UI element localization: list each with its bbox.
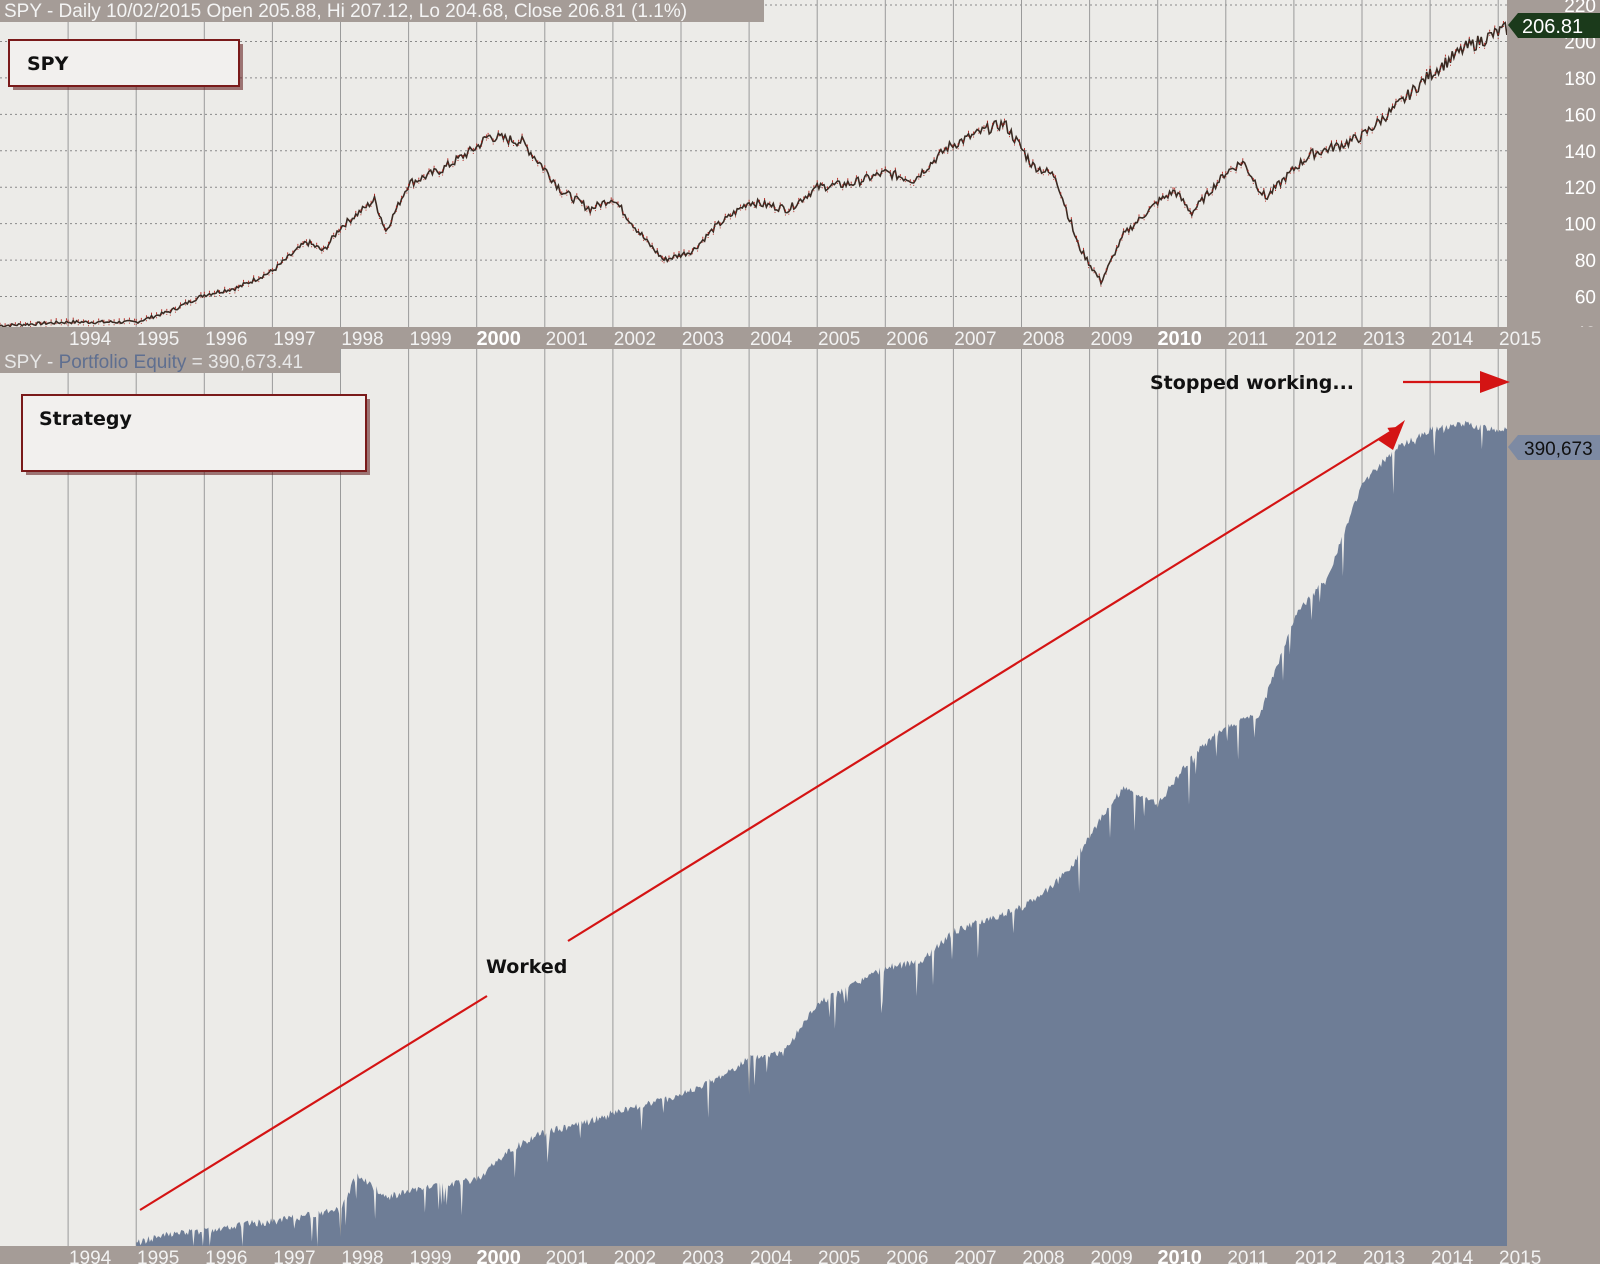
- bottom-y-axis-band: [1507, 349, 1600, 1246]
- bottom-x-tick-label: 2012: [1295, 1248, 1337, 1264]
- stopped-arrowhead: [1480, 371, 1510, 393]
- bottom-x-tick-label: 2005: [818, 1248, 860, 1264]
- bottom-x-tick-label: 2011: [1227, 1248, 1268, 1264]
- bottom-x-tick-label: 1995: [137, 1248, 179, 1264]
- top-y-axis-band: [1507, 0, 1600, 327]
- bottom-x-tick-label: 1998: [341, 1248, 383, 1264]
- bottom-panel: SPY - Portfolio Equity = 390,673.41 Stra…: [0, 349, 1600, 1246]
- top-x-tick-label: 2014: [1431, 329, 1474, 350]
- equity-value-badge-text: 390,673: [1524, 439, 1593, 460]
- top-x-axis-band: [0, 327, 1600, 349]
- top-x-tick-label: 2001: [546, 329, 588, 350]
- bottom-x-tick-label: 2014: [1431, 1248, 1474, 1264]
- equity-area: [136, 420, 1550, 1246]
- top-x-tick-label: 1997: [273, 329, 315, 350]
- equity-value-badge: 390,673: [1508, 435, 1600, 460]
- top-y-tick-label: 140: [1564, 142, 1596, 163]
- top-y-tick-label: 80: [1575, 251, 1596, 272]
- bottom-x-tick-label: 2001: [546, 1248, 588, 1264]
- strategy-label-box: Strategy: [21, 394, 370, 475]
- top-x-tick-label: 2005: [818, 329, 860, 350]
- bottom-x-tick-label: 2007: [954, 1248, 996, 1264]
- bottom-x-tick-label: 1996: [205, 1248, 247, 1264]
- bottom-x-tick-label: 1994: [69, 1248, 112, 1264]
- top-x-tick-label: 2015: [1499, 329, 1541, 350]
- bottom-x-tick-label: 2002: [614, 1248, 656, 1264]
- bottom-x-tick-label: 2004: [750, 1248, 793, 1264]
- bottom-x-tick-label: 1997: [273, 1248, 315, 1264]
- top-x-tick-label: 2004: [750, 329, 793, 350]
- top-x-tick-label: 2008: [1022, 329, 1064, 350]
- bottom-x-tick-label: 2008: [1022, 1248, 1064, 1264]
- top-panel: 406080100120140160180200220 SPY - Daily …: [0, 0, 1600, 345]
- strategy-label-text: Strategy: [39, 408, 133, 430]
- top-x-tick-label: 2009: [1090, 329, 1132, 350]
- top-x-tick-label: 1998: [341, 329, 383, 350]
- top-y-tick-label: 180: [1564, 69, 1596, 90]
- top-x-tick-label: 1996: [205, 329, 247, 350]
- top-y-tick-label: 60: [1575, 288, 1596, 309]
- top-y-tick-label: 220: [1564, 0, 1596, 17]
- top-header-text: SPY - Daily 10/02/2015 Open 205.88, Hi 2…: [4, 1, 687, 22]
- spy-label-text: SPY: [27, 53, 69, 75]
- top-x-axis-labels: 1994 1995 1996 1997 1998 1999 2000 2001 2002 2003…: [69, 328, 1541, 350]
- top-x-tick-label: 1995: [137, 329, 179, 350]
- top-x-tick-label: 2002: [614, 329, 656, 350]
- worked-arrowhead: [1378, 420, 1405, 450]
- bottom-x-tick-label: 2009: [1090, 1248, 1132, 1264]
- top-y-tick-label: 160: [1564, 105, 1596, 126]
- top-plot-area: [0, 0, 1507, 327]
- spy-label-box: SPY: [8, 39, 243, 90]
- bottom-x-axis-labels: 1994 1995 1996 1997 1998 1999 2000 2001 2002 2003…: [69, 1247, 1541, 1264]
- bottom-x-tick-label: 2015: [1499, 1248, 1541, 1264]
- bottom-x-tick-label: 2000: [476, 1247, 521, 1264]
- top-y-tick-label: 100: [1564, 215, 1596, 236]
- bottom-header-strip: [0, 349, 340, 373]
- top-x-tick-label: 1999: [409, 329, 451, 350]
- bottom-x-tick-label: 2006: [886, 1248, 928, 1264]
- annotation-worked: Worked: [486, 956, 567, 978]
- bottom-x-axis-band: [0, 1246, 1600, 1264]
- bottom-x-tick-label: 2003: [682, 1248, 724, 1264]
- annotation-stopped: Stopped working...: [1150, 372, 1354, 394]
- top-y-tick-label: 120: [1564, 178, 1596, 199]
- top-x-tick-label: 2003: [682, 329, 724, 350]
- price-badge: 206.81: [1508, 13, 1600, 38]
- worked-arrow-lower: [139, 995, 488, 1211]
- top-x-tick-label: 2013: [1363, 329, 1405, 350]
- bottom-x-tick-label: 1999: [409, 1248, 451, 1264]
- top-x-tick-label: 2006: [886, 329, 928, 350]
- top-x-tick-label: 2012: [1295, 329, 1337, 350]
- top-x-tick-label: 2000: [476, 328, 521, 350]
- price-badge-text: 206.81: [1522, 16, 1583, 38]
- bottom-header-text: SPY - Portfolio Equity = 390,673.41: [4, 352, 303, 373]
- spy-price-line: [0, 17, 1550, 328]
- top-x-tick-label: 2007: [954, 329, 996, 350]
- bottom-x-tick-label: 2010: [1157, 1247, 1202, 1264]
- bottom-x-tick-label: 2013: [1363, 1248, 1405, 1264]
- top-x-tick-label: 2011: [1227, 329, 1268, 350]
- worked-arrow-upper: [567, 426, 1399, 942]
- top-vertical-gridlines: [67, 0, 1499, 327]
- top-x-tick-label: 2010: [1157, 328, 1202, 350]
- top-header-strip: [0, 0, 764, 22]
- top-x-tick-label: 1994: [69, 329, 112, 350]
